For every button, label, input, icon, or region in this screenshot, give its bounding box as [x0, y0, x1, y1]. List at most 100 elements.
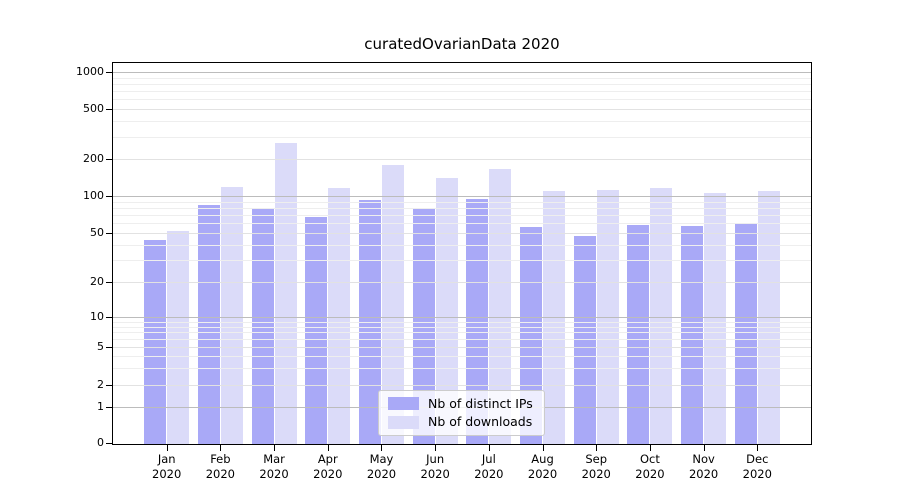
- bar-downloads-sep-2020: [596, 189, 619, 444]
- gridline-y-2: [113, 385, 811, 386]
- x-tick-sep-2020: [596, 445, 598, 451]
- gridline-y-20: [113, 282, 811, 283]
- y-tick-label-1000: 1000: [76, 65, 104, 78]
- y-tick-20: [106, 282, 112, 283]
- x-tick-label-aug-2020: Aug 2020: [527, 452, 558, 481]
- x-tick-label-apr-2020: Apr 2020: [313, 452, 343, 481]
- bar-ips-aug-2020: [520, 226, 543, 444]
- gridline-minor-9: [113, 322, 811, 323]
- x-tick-apr-2020: [327, 445, 329, 451]
- bar-downloads-nov-2020: [704, 193, 727, 444]
- x-tick-feb-2020: [220, 445, 222, 451]
- y-tick-100: [106, 196, 112, 197]
- x-tick-jan-2020: [166, 445, 168, 451]
- y-tick-50: [106, 233, 112, 234]
- x-tick-label-jan-2020: Jan 2020: [152, 452, 182, 481]
- y-tick-0: [106, 443, 112, 444]
- x-tick-may-2020: [381, 445, 383, 451]
- gridline-minor-900: [113, 78, 811, 79]
- x-tick-nov-2020: [703, 445, 705, 451]
- y-tick-label-50: 50: [90, 226, 104, 239]
- legend: Nb of distinct IPs Nb of downloads: [378, 390, 545, 436]
- x-tick-dec-2020: [757, 445, 759, 451]
- bar-ips-feb-2020: [197, 204, 220, 444]
- legend-swatch-distinct-ips: [388, 397, 419, 411]
- gridline-minor-700: [113, 91, 811, 92]
- gridline-minor-600: [113, 99, 811, 100]
- gridline-minor-400: [113, 121, 811, 122]
- gridline-y-10: [113, 317, 811, 318]
- gridline-y-5: [113, 347, 811, 348]
- y-tick-5: [106, 347, 112, 348]
- gridline-y-50: [113, 233, 811, 234]
- x-tick-aug-2020: [542, 445, 544, 451]
- axis-spine-bottom: [112, 444, 812, 445]
- bar-ips-jun-2020: [412, 207, 435, 444]
- y-tick-500: [106, 109, 112, 110]
- bar-ips-sep-2020: [573, 236, 596, 444]
- x-tick-label-may-2020: May 2020: [366, 452, 397, 481]
- x-tick-label-feb-2020: Feb 2020: [205, 452, 236, 481]
- legend-item-distinct-ips: Nb of distinct IPs: [388, 396, 535, 412]
- bar-ips-oct-2020: [627, 225, 650, 444]
- y-tick-label-500: 500: [83, 102, 104, 115]
- x-tick-label-sep-2020: Sep 2020: [581, 452, 611, 481]
- y-tick-200: [106, 159, 112, 160]
- y-tick-2: [106, 385, 112, 386]
- y-tick-label-1: 1: [97, 400, 104, 413]
- x-tick-label-mar-2020: Mar 2020: [259, 452, 289, 481]
- legend-label-distinct-ips: Nb of distinct IPs: [428, 395, 533, 411]
- bar-downloads-may-2020: [381, 164, 404, 444]
- axis-spine-left: [112, 62, 113, 445]
- y-tick-label-20: 20: [90, 275, 104, 288]
- gridline-minor-80: [113, 208, 811, 209]
- gridline-minor-30: [113, 260, 811, 261]
- gridline-minor-7: [113, 332, 811, 333]
- x-tick-jun-2020: [435, 445, 437, 451]
- bar-ips-jan-2020: [144, 239, 167, 444]
- y-tick-label-2: 2: [97, 378, 104, 391]
- gridline-minor-3: [113, 368, 811, 369]
- bar-downloads-oct-2020: [650, 188, 673, 444]
- gridline-y-200: [113, 159, 811, 160]
- gridline-y-1000: [113, 72, 811, 73]
- gridline-y-100: [113, 196, 811, 197]
- gridline-minor-8: [113, 327, 811, 328]
- x-tick-label-jun-2020: Jun 2020: [420, 452, 450, 481]
- axis-spine-right: [811, 62, 812, 445]
- bar-downloads-jun-2020: [435, 178, 458, 444]
- y-tick-label-5: 5: [97, 340, 104, 353]
- legend-label-downloads: Nb of downloads: [428, 414, 533, 430]
- gridline-minor-6: [113, 339, 811, 340]
- x-tick-label-jul-2020: Jul 2020: [474, 452, 504, 481]
- gridline-minor-90: [113, 202, 811, 203]
- bar-ips-dec-2020: [734, 224, 757, 444]
- gridline-minor-800: [113, 84, 811, 85]
- bar-downloads-jul-2020: [489, 169, 512, 444]
- gridline-minor-60: [113, 223, 811, 224]
- x-tick-label-dec-2020: Dec 2020: [742, 452, 772, 481]
- y-tick-label-0: 0: [97, 436, 104, 449]
- bar-ips-nov-2020: [681, 226, 704, 444]
- y-tick-label-200: 200: [83, 152, 104, 165]
- bar-downloads-feb-2020: [220, 187, 243, 444]
- x-tick-label-oct-2020: Oct 2020: [635, 452, 665, 481]
- y-tick-1: [106, 407, 112, 408]
- x-tick-jul-2020: [488, 445, 490, 451]
- legend-item-downloads: Nb of downloads: [388, 414, 535, 430]
- bar-ips-apr-2020: [305, 217, 328, 444]
- y-tick-1000: [106, 72, 112, 73]
- gridline-y-500: [113, 109, 811, 110]
- legend-swatch-downloads: [388, 415, 419, 429]
- gridline-minor-300: [113, 137, 811, 138]
- axis-spine-top: [112, 62, 812, 63]
- gridline-minor-4: [113, 356, 811, 357]
- x-tick-oct-2020: [649, 445, 651, 451]
- bar-downloads-jan-2020: [167, 230, 190, 444]
- bar-downloads-apr-2020: [328, 187, 351, 444]
- x-tick-mar-2020: [274, 445, 276, 451]
- gridline-minor-40: [113, 245, 811, 246]
